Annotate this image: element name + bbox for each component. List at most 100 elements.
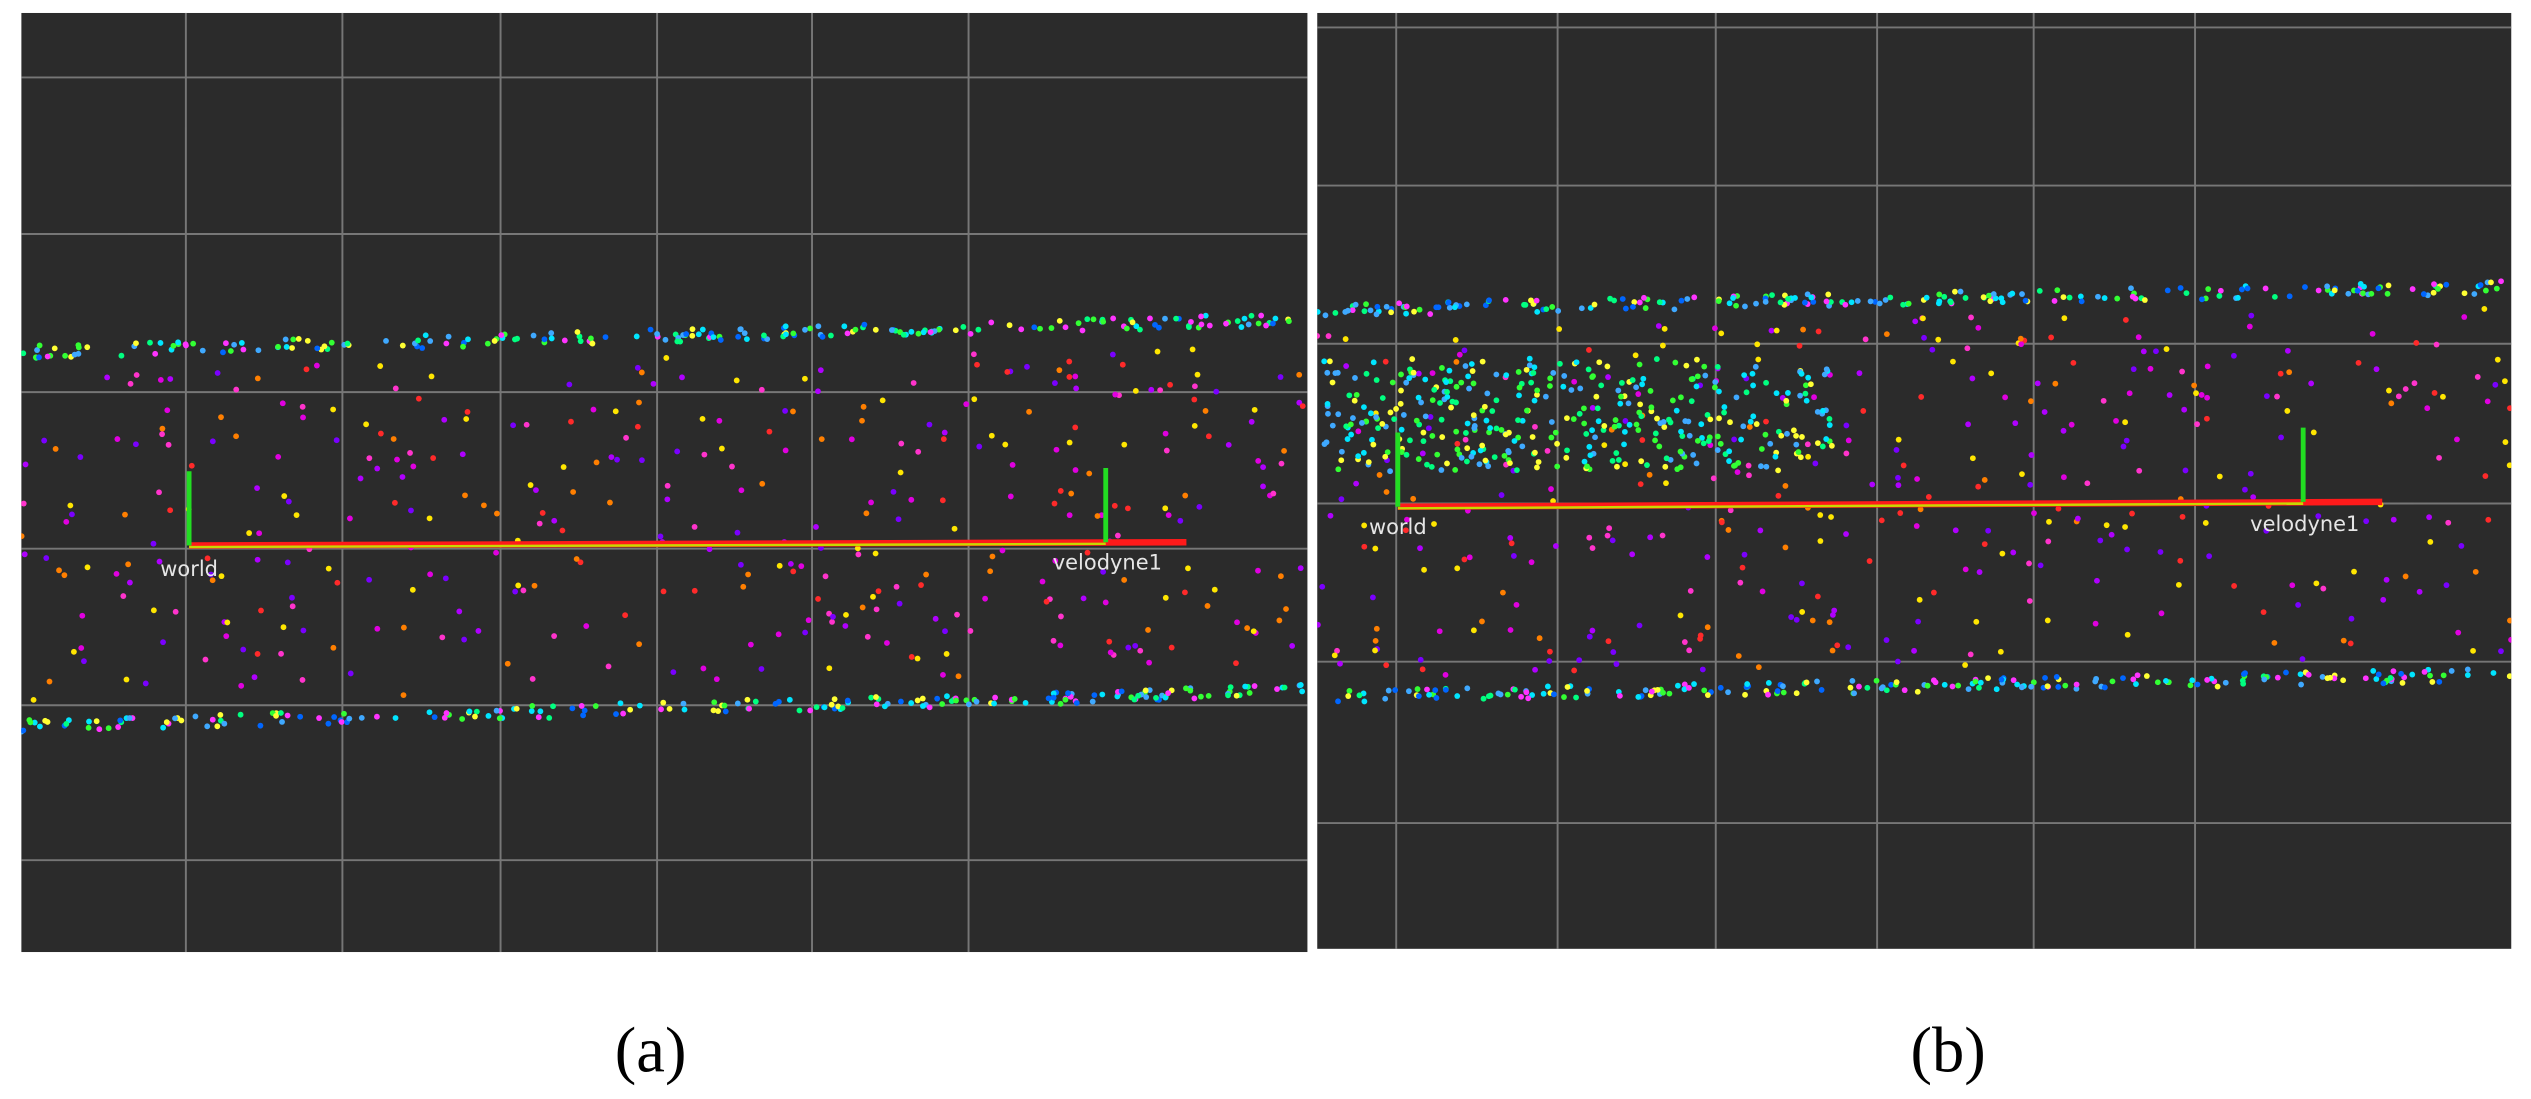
lidar-point (744, 696, 751, 703)
lidar-point (240, 346, 247, 353)
lidar-point (1601, 423, 1608, 429)
lidar-point (1666, 690, 1673, 697)
lidar-point (1557, 360, 1563, 367)
lidar-point (254, 485, 260, 492)
lidar-point (71, 351, 78, 358)
lidar-point (2260, 609, 2267, 616)
lidar-point (1072, 373, 1079, 380)
lidar-point (1704, 692, 1711, 698)
lidar-point (2472, 568, 2479, 575)
lidar-point (1642, 305, 1649, 311)
lidar-point (2485, 516, 2492, 523)
lidar-point (1947, 299, 1954, 306)
lidar-point (1772, 453, 1779, 460)
lidar-point (1990, 291, 1997, 297)
lidar-point (2177, 557, 2184, 564)
lidar-point (1804, 441, 1811, 448)
lidar-point (2443, 281, 2450, 288)
lidar-point (607, 499, 613, 506)
lidar-point (1586, 443, 1593, 450)
lidar-point (231, 341, 238, 348)
lidar-point (1233, 660, 1239, 667)
lidar-point (1263, 322, 1269, 329)
lidar-point (1795, 449, 1802, 455)
lidar-point (927, 329, 934, 336)
lidar-point (613, 711, 619, 717)
lidar-point (752, 698, 759, 705)
lidar-point (70, 648, 77, 655)
lidar-point (848, 436, 855, 443)
lidar-point (2055, 505, 2062, 512)
lidar-point (879, 397, 886, 404)
lidar-point (238, 339, 245, 346)
lidar-point (2216, 293, 2223, 299)
lidar-point (952, 327, 959, 334)
lidar-point (2048, 334, 2055, 341)
lidar-point (1693, 460, 1700, 467)
lidar-point (2019, 471, 2025, 478)
lidar-point (639, 457, 645, 464)
lidar-point (1379, 395, 1386, 401)
lidar-point (1883, 331, 1890, 338)
lidar-point (1661, 325, 1668, 332)
lidar-point (2347, 640, 2354, 647)
lidar-point (1352, 301, 1359, 308)
lidar-point (2433, 341, 2440, 348)
lidar-point (1515, 417, 1521, 424)
lidar-point (529, 676, 536, 682)
lidar-point (2369, 330, 2376, 337)
lidar-point (1299, 403, 1306, 410)
lidar-point (1168, 644, 1175, 651)
lidar-point (2204, 394, 2211, 401)
lidar-point (304, 337, 311, 344)
lidar-point (2130, 676, 2137, 683)
lidar-point (1066, 374, 1073, 380)
lidar-point (1862, 336, 1869, 343)
lidar-point (1894, 658, 1901, 665)
lidar-point (2507, 405, 2512, 412)
lidar-point (1337, 660, 1343, 667)
lidar-point (805, 617, 812, 624)
lidar-point (566, 381, 573, 388)
lidar-point (1843, 422, 1850, 429)
lidar-point (1798, 370, 1805, 377)
lidar-point (1338, 457, 1345, 464)
lidar-point (2289, 582, 2296, 589)
lidar-point (1873, 677, 1880, 684)
lidar-point (1607, 295, 1614, 302)
lidar-point (1765, 680, 1772, 686)
lidar-point (1768, 327, 1775, 334)
lidar-point (1211, 586, 1218, 593)
lidar-point (1289, 642, 1296, 649)
lidar-point (1576, 410, 1583, 417)
lidar-point (1198, 693, 1204, 700)
lidar-point (1741, 551, 1748, 558)
lidar-point (1923, 294, 1930, 301)
lidar-point (157, 376, 164, 383)
lidar-point (2129, 293, 2136, 300)
lidar-point (2018, 341, 2025, 348)
lidar-point (328, 339, 335, 346)
lidar-point (1451, 304, 1458, 311)
lidar-point (426, 709, 433, 716)
lidar-point (741, 330, 748, 337)
lidar-point (1672, 359, 1679, 366)
lidar-point (156, 558, 163, 565)
lidar-point (209, 577, 216, 584)
lidar-point (2014, 681, 2021, 688)
lidar-point (1920, 315, 1926, 322)
lidar-point (1615, 456, 1622, 463)
lidar-point (1642, 687, 1649, 694)
lidar-point (2426, 514, 2433, 521)
lidar-point (943, 651, 950, 657)
lidar-point (2297, 671, 2304, 678)
lidar-point (1479, 442, 1486, 449)
lidar-point (1191, 422, 1198, 429)
lidar-point (2179, 513, 2186, 520)
lidar-point (1762, 431, 1769, 438)
lidar-point (1338, 496, 1345, 503)
lidar-point (1799, 434, 1805, 440)
lidar-point (1616, 692, 1623, 699)
lidar-point (1609, 537, 1616, 544)
lidar-point (2348, 615, 2355, 622)
